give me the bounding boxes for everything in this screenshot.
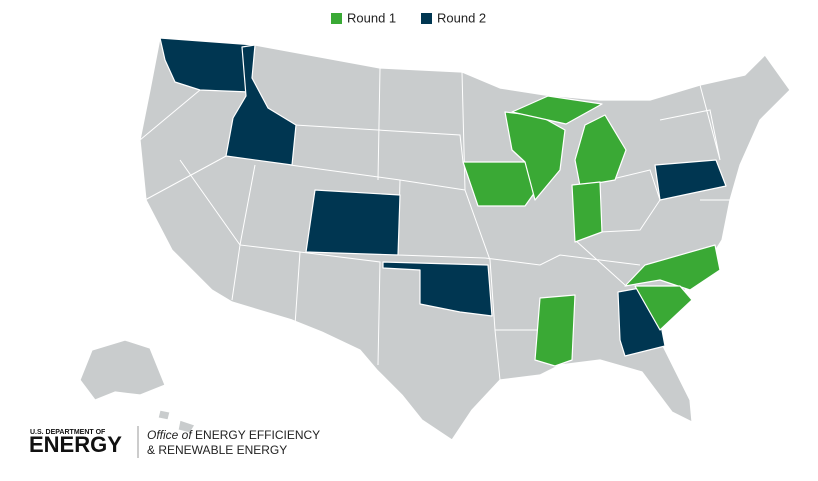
state (462, 161, 541, 207)
state (225, 44, 297, 166)
office-name: ENERGY EFFICIENCY (195, 428, 320, 442)
office-line2: & RENEWABLE ENERGY (147, 443, 287, 457)
legend-label: Round 2 (437, 10, 486, 25)
state-borders (139, 67, 730, 381)
agency-top: U.S. DEPARTMENT OF (30, 429, 106, 436)
state (654, 159, 727, 201)
legend-swatch (331, 13, 342, 24)
state (571, 181, 603, 243)
state (511, 95, 627, 187)
alaska (79, 339, 166, 401)
state (624, 244, 721, 291)
office-line1: Office of ENERGY EFFICIENCY (147, 428, 320, 442)
highlighted-states (159, 37, 727, 367)
office-prefix: Office of (147, 428, 193, 442)
legend-label: Round 1 (347, 10, 396, 25)
hawaii (157, 409, 196, 434)
state (305, 189, 401, 256)
legend-swatch (421, 13, 432, 24)
us-outline (139, 37, 791, 441)
agency-main: ENERGY (29, 432, 122, 457)
legend: Round 1 Round 2 (331, 10, 486, 25)
state (534, 294, 576, 367)
state (382, 261, 493, 317)
state (634, 285, 693, 331)
